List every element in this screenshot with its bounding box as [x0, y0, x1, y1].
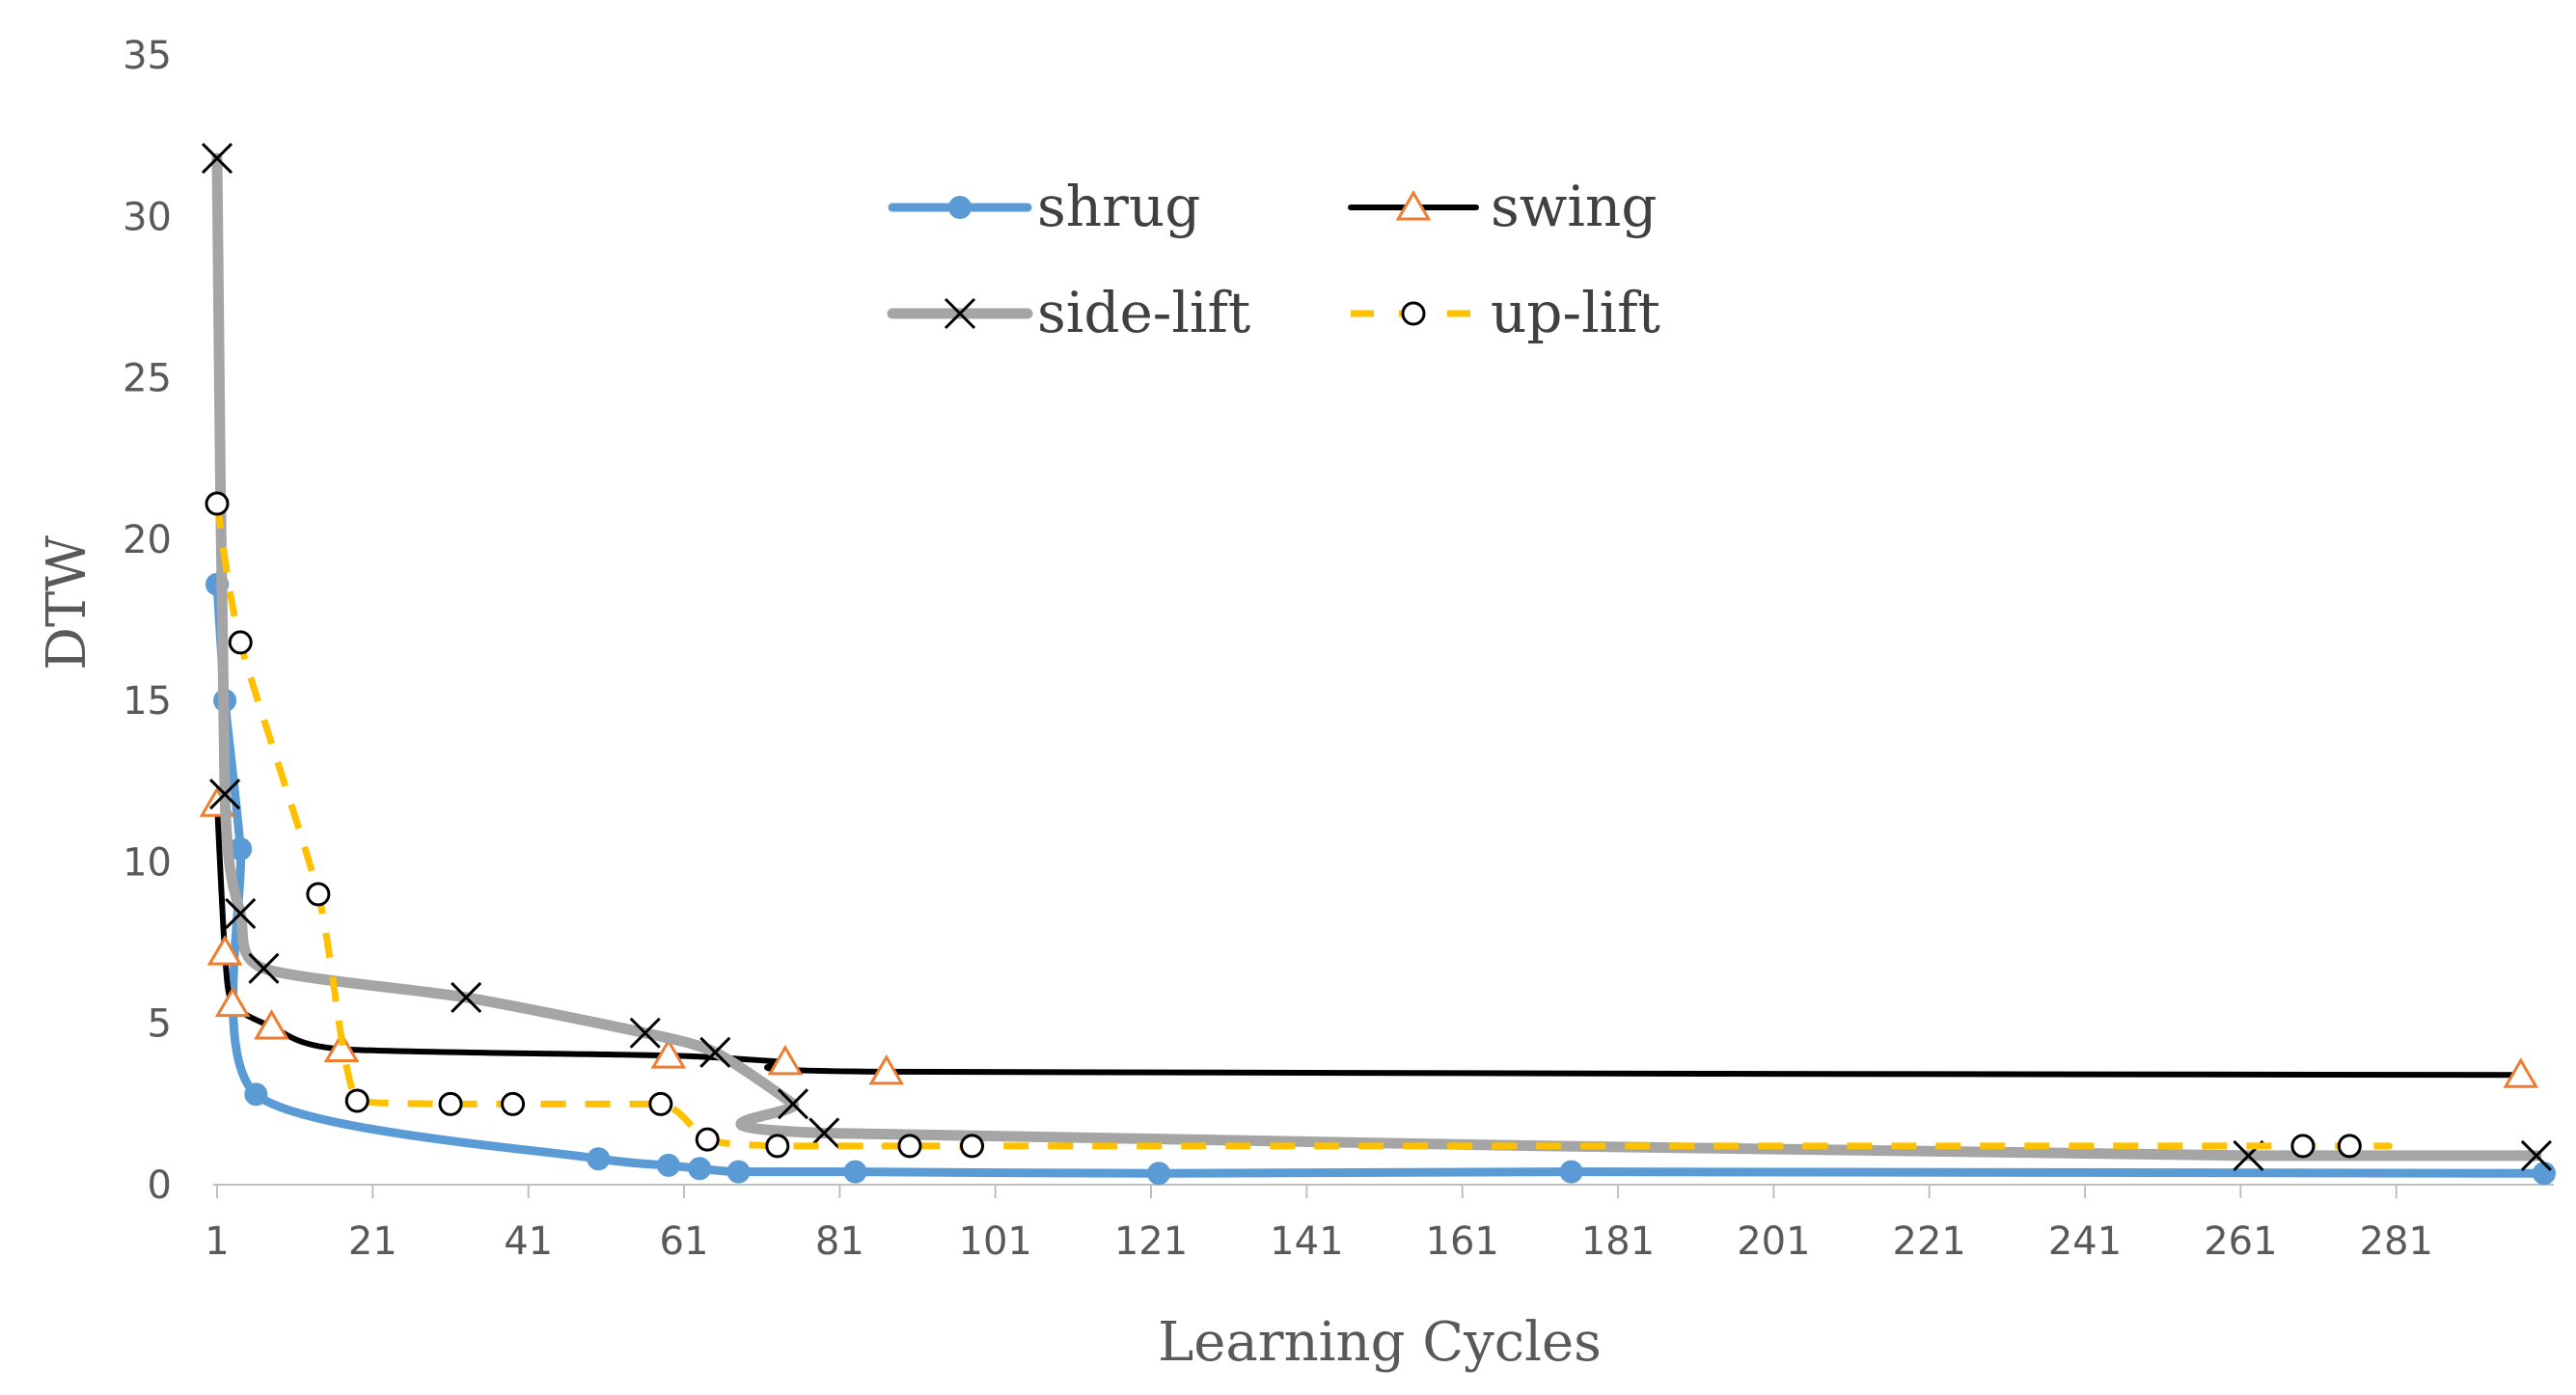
swing-point — [323, 1031, 360, 1062]
y-tick-label: 0 — [148, 1163, 172, 1208]
legend-item-side-lift: side-lift — [887, 280, 1250, 345]
up-lift-point — [2337, 1134, 2362, 1159]
swing-series — [199, 786, 2539, 1088]
y-tick-label: 5 — [148, 1002, 172, 1047]
shrug-series — [206, 572, 2556, 1186]
x-tick-label: 201 — [1737, 1219, 1810, 1264]
up-lift-point — [344, 1088, 370, 1113]
x-axis-title: Learning Cycles — [1158, 1311, 1602, 1374]
legend: shrug swing side-lift up-lift — [887, 174, 1660, 345]
side-lift-line — [211, 152, 2542, 1162]
up-lift-point — [765, 1134, 790, 1159]
legend-label-up-lift: up-lift — [1491, 280, 1660, 345]
up-lift-point — [501, 1091, 526, 1116]
up-lift-line — [213, 503, 2393, 1150]
x-tick-label: 161 — [1426, 1219, 1499, 1264]
x-tick-label: 81 — [815, 1219, 864, 1264]
y-tick-label: 20 — [123, 518, 172, 562]
legend-up-lift-point — [1401, 301, 1426, 326]
swing-point — [767, 1044, 804, 1076]
x-tick-label: 61 — [660, 1219, 709, 1264]
shrug-point — [2533, 1162, 2556, 1186]
up-lift-point — [897, 1134, 922, 1159]
up-lift-point — [205, 491, 230, 516]
legend-item-swing: swing — [1348, 174, 1657, 239]
up-lift-point — [695, 1127, 720, 1152]
side-lift-series — [201, 143, 2552, 1171]
shrug-point — [726, 1160, 751, 1184]
side-lift-point — [201, 143, 233, 175]
shrug-point — [1147, 1162, 1171, 1186]
y-tick-label: 30 — [123, 195, 172, 239]
side-lift-point — [451, 981, 482, 1014]
side-lift-point — [209, 779, 241, 810]
shrug-line — [212, 580, 2549, 1178]
up-lift-point — [2290, 1134, 2316, 1159]
legend-item-up-lift: up-lift — [1351, 280, 1660, 345]
legend-label-swing: swing — [1491, 174, 1657, 239]
x-tick-label: 261 — [2204, 1219, 2277, 1264]
legend-item-shrug: shrug — [888, 174, 1200, 239]
shrug-point — [843, 1160, 867, 1184]
legend-label-shrug: shrug — [1037, 174, 1200, 239]
swing-point — [2503, 1057, 2539, 1088]
y-tick-label: 35 — [123, 34, 172, 78]
shrug-point — [1559, 1160, 1583, 1184]
side-lift-point — [777, 1088, 809, 1120]
x-tick-label: 241 — [2048, 1219, 2122, 1264]
y-tick-label: 25 — [123, 357, 172, 401]
swing-point — [650, 1038, 687, 1069]
x-tick-label: 1 — [205, 1219, 229, 1264]
side-lift-point — [629, 1017, 661, 1049]
shrug-point — [587, 1147, 611, 1171]
series-layer — [199, 143, 2556, 1186]
x-tick-label: 41 — [504, 1219, 553, 1264]
shrug-point — [656, 1153, 680, 1177]
side-lift-point — [248, 952, 280, 984]
side-lift-point — [699, 1036, 731, 1068]
x-tick-label: 281 — [2360, 1219, 2433, 1264]
legend-swing-point — [1395, 190, 1432, 221]
side-lift-point — [2520, 1139, 2552, 1171]
y-tick-label: 15 — [123, 679, 172, 724]
legend-label-side-lift: side-lift — [1037, 280, 1250, 345]
swing-point — [254, 1009, 289, 1040]
x-tick-label: 181 — [1581, 1219, 1655, 1264]
up-lift-point — [438, 1091, 463, 1116]
up-lift-point — [306, 882, 331, 907]
swing-line — [214, 801, 2524, 1079]
up-lift-point — [648, 1091, 673, 1116]
up-lift-point — [959, 1134, 984, 1159]
swing-point — [868, 1053, 905, 1085]
shrug-point — [244, 1082, 268, 1107]
swing-point — [214, 986, 251, 1018]
swing-point — [206, 935, 243, 966]
x-tick-label: 21 — [348, 1219, 397, 1264]
y-tick-label: 10 — [123, 840, 172, 885]
side-lift-point — [225, 897, 257, 930]
x-tick-label: 101 — [959, 1219, 1032, 1264]
y-axis-title: DTW — [36, 535, 98, 670]
shrug-point — [688, 1157, 712, 1181]
axes: 1 21 41 61 81 101 121 141 161 181 201 221 241 261 2810… — [123, 34, 2554, 1264]
up-lift-point — [228, 630, 253, 655]
up-lift-series — [205, 491, 2393, 1159]
x-tick-label: 141 — [1270, 1219, 1343, 1264]
x-tick-label: 221 — [1893, 1219, 1966, 1264]
legend-side-lift-point — [944, 297, 976, 330]
x-tick-label: 121 — [1114, 1219, 1188, 1264]
legend-shrug-point — [948, 196, 972, 219]
